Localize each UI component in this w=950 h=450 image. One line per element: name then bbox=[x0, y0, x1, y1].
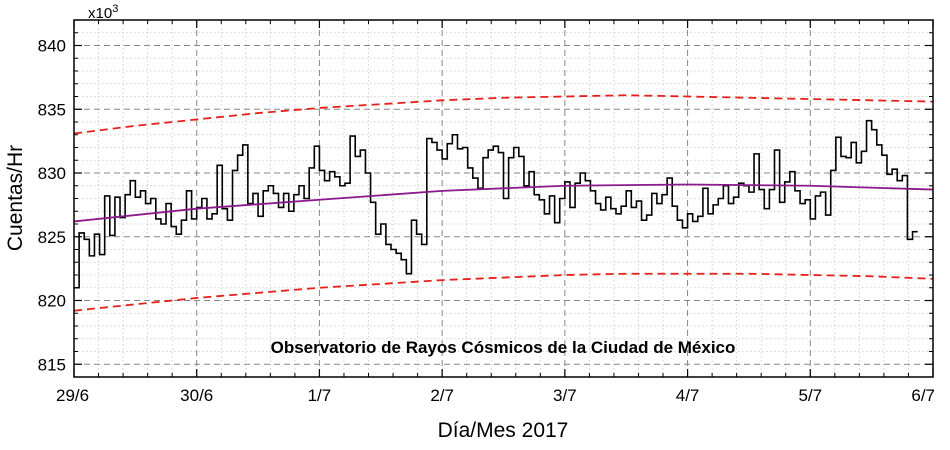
series-line-limit-3 bbox=[73, 272, 934, 312]
series-line-trend bbox=[73, 183, 934, 223]
series-layer bbox=[73, 94, 934, 312]
y-multiplier: x103 bbox=[88, 3, 118, 22]
y-axis-label: Cuentas/Hr bbox=[4, 145, 27, 251]
x-tick-label: 3/7 bbox=[553, 386, 577, 405]
y-tick-label: 835 bbox=[38, 100, 66, 119]
minor-grid bbox=[74, 19, 933, 378]
x-tick-label: 2/7 bbox=[430, 386, 454, 405]
x-tick-labels: 29/6 30/6 1/7 2/7 3/7 4/7 5/7 6/7 bbox=[56, 386, 935, 405]
y-tick-labels: 815 820 825 830 835 840 bbox=[38, 37, 66, 375]
y-tick-label: 820 bbox=[38, 292, 66, 311]
y-multiplier-exp: 3 bbox=[112, 3, 118, 15]
major-grid bbox=[74, 20, 933, 377]
y-tick-label: 815 bbox=[38, 355, 66, 374]
y-tick-label: 825 bbox=[38, 228, 66, 247]
x-tick-label: 5/7 bbox=[798, 386, 822, 405]
annotation-text: Observatorio de Rayos Cósmicos de la Ciu… bbox=[271, 338, 736, 357]
x-tick-label: 30/6 bbox=[180, 386, 213, 405]
x-axis-label: Día/Mes 2017 bbox=[438, 419, 569, 442]
y-tick-label: 840 bbox=[38, 37, 66, 56]
y-tick-label: 830 bbox=[38, 164, 66, 183]
y-multiplier-base: x10 bbox=[88, 5, 112, 22]
series-line-counts bbox=[74, 119, 918, 289]
ticks bbox=[73, 19, 934, 378]
series-line-limit-2 bbox=[73, 94, 934, 135]
x-tick-label: 29/6 bbox=[56, 386, 89, 405]
x-tick-label: 1/7 bbox=[308, 386, 332, 405]
x-tick-label: 4/7 bbox=[676, 386, 700, 405]
x-tick-label: 6/7 bbox=[911, 386, 935, 405]
